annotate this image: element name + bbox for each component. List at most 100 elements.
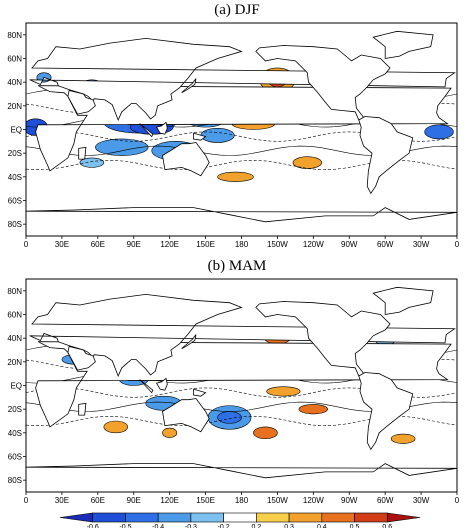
colorbar-label: -0.4 [152,524,164,528]
lon-label: 30W [413,496,430,505]
lat-label: 80S [8,220,22,229]
lat-label: 40S [8,173,22,182]
coastline [193,132,207,141]
lat-label: 80S [8,476,22,485]
panel-title: (a) DJF [214,2,260,18]
colorbar-swatch [288,512,323,523]
lon-label: 60W [377,240,394,249]
coastline [358,116,414,195]
panel-mam: (b) MAM 80N 60N 40N 20N EQ 20S 40S 60S 80S 0 30E 60… [0,256,474,528]
lon-label: 120W [303,496,324,505]
anomaly-patch [390,433,416,444]
colorbar-label: -0.6 [87,524,99,528]
lon-label: 0 [455,240,460,249]
lon-label: 150W [267,240,288,249]
colorbar-label: 0.4 [317,524,327,528]
map-mam: 80N 60N 40N 20N EQ 20S 40S 60S 80S 0 30E 60E 90E 120E… [7,278,460,528]
panel-title: (b) MAM [207,258,267,274]
lon-label: 120W [303,240,324,249]
coastline [26,463,457,479]
coastline [139,123,154,138]
colorbar-swatch [157,512,192,523]
anomaly-patch [200,128,235,143]
lat-label: 60N [7,311,22,320]
colorbar-swatch [223,512,257,523]
lon-label: 0 [24,496,29,505]
anomaly-patch [103,420,129,434]
anomaly-patch [79,157,105,168]
coastline [162,142,210,177]
lon-label: 90W [341,240,358,249]
lat-label: 20N [7,358,22,367]
coastline [78,402,87,416]
coastline [372,286,434,315]
coastline [67,90,96,115]
lat-label: 60S [8,197,22,206]
lat-label: 60S [8,453,22,462]
lat-label: EQ [10,126,22,135]
lat-label: 20S [8,149,22,158]
lon-label: 0 [455,496,460,505]
colorbar-label: 0.6 [382,524,392,528]
coastline [358,372,414,451]
lon-label: 180 [235,496,249,505]
coastline [26,207,457,223]
anomaly-patch [292,156,323,169]
coastline [155,121,168,135]
lat-label: 20N [7,102,22,111]
colorbar-swatch [125,512,159,523]
colorbar-swatch [354,512,388,523]
lon-label: 90E [127,496,141,505]
colorbar-swatch [386,512,421,523]
coastline [139,379,154,394]
anomaly-patch [217,171,254,182]
colorbar-swatch [256,512,290,523]
lat-label: 60N [7,55,22,64]
coastline [255,45,391,121]
lat-label: EQ [10,382,22,391]
lon-label: 30W [413,240,430,249]
colorbar-swatch [321,512,355,523]
anomaly-patch [253,426,278,440]
lon-label: 120E [160,240,179,249]
lon-label: 90E [127,240,141,249]
lon-label: 120E [160,496,179,505]
anomaly-patch [266,386,301,397]
colorbar-label: -0.5 [119,524,131,528]
lat-label: 40S [8,429,22,438]
coastline [162,398,210,433]
coastline [181,334,197,350]
coastline [78,146,87,160]
lon-label: 60E [91,240,105,249]
lon-label: 30E [55,240,69,249]
lat-label: 40N [7,78,22,87]
anomaly-patch [162,427,178,438]
lat-label: 80N [7,287,22,296]
anomaly-patch [298,404,329,415]
lon-label: 150E [196,240,215,249]
colorbar-label: -0.3 [185,524,197,528]
coastline [372,30,434,59]
map-djf: 80N 60N 40N 20N EQ 20S 40S 60S 80S 0 30E 60E 90E 120E… [7,22,460,249]
lon-label: 150W [267,496,288,505]
lat-label: 40N [7,334,22,343]
lon-label: 0 [24,240,29,249]
lon-label: 90W [341,496,358,505]
lat-label: 80N [7,31,22,40]
colorbar-label: 0.5 [350,524,360,528]
coastline [155,377,168,391]
colorbar-label: 0.3 [284,524,294,528]
colorbar-label: -0.2 [218,524,230,528]
coastline [181,78,197,94]
lon-label: 30E [55,496,69,505]
coastline [255,301,391,377]
lon-label: 60W [377,496,394,505]
anomaly-patch [424,124,454,140]
anomaly-patch [217,411,242,424]
anomaly-patch [95,138,149,156]
lat-label: 20S [8,405,22,414]
colorbar-label: 0.2 [251,524,261,528]
colorbar-swatch [59,512,94,523]
panel-djf: (a) DJF 80N 60N 40N 20N EQ 20S 40S 60S 80S 0 30E 60… [0,0,474,262]
colorbar-swatch [92,512,126,523]
